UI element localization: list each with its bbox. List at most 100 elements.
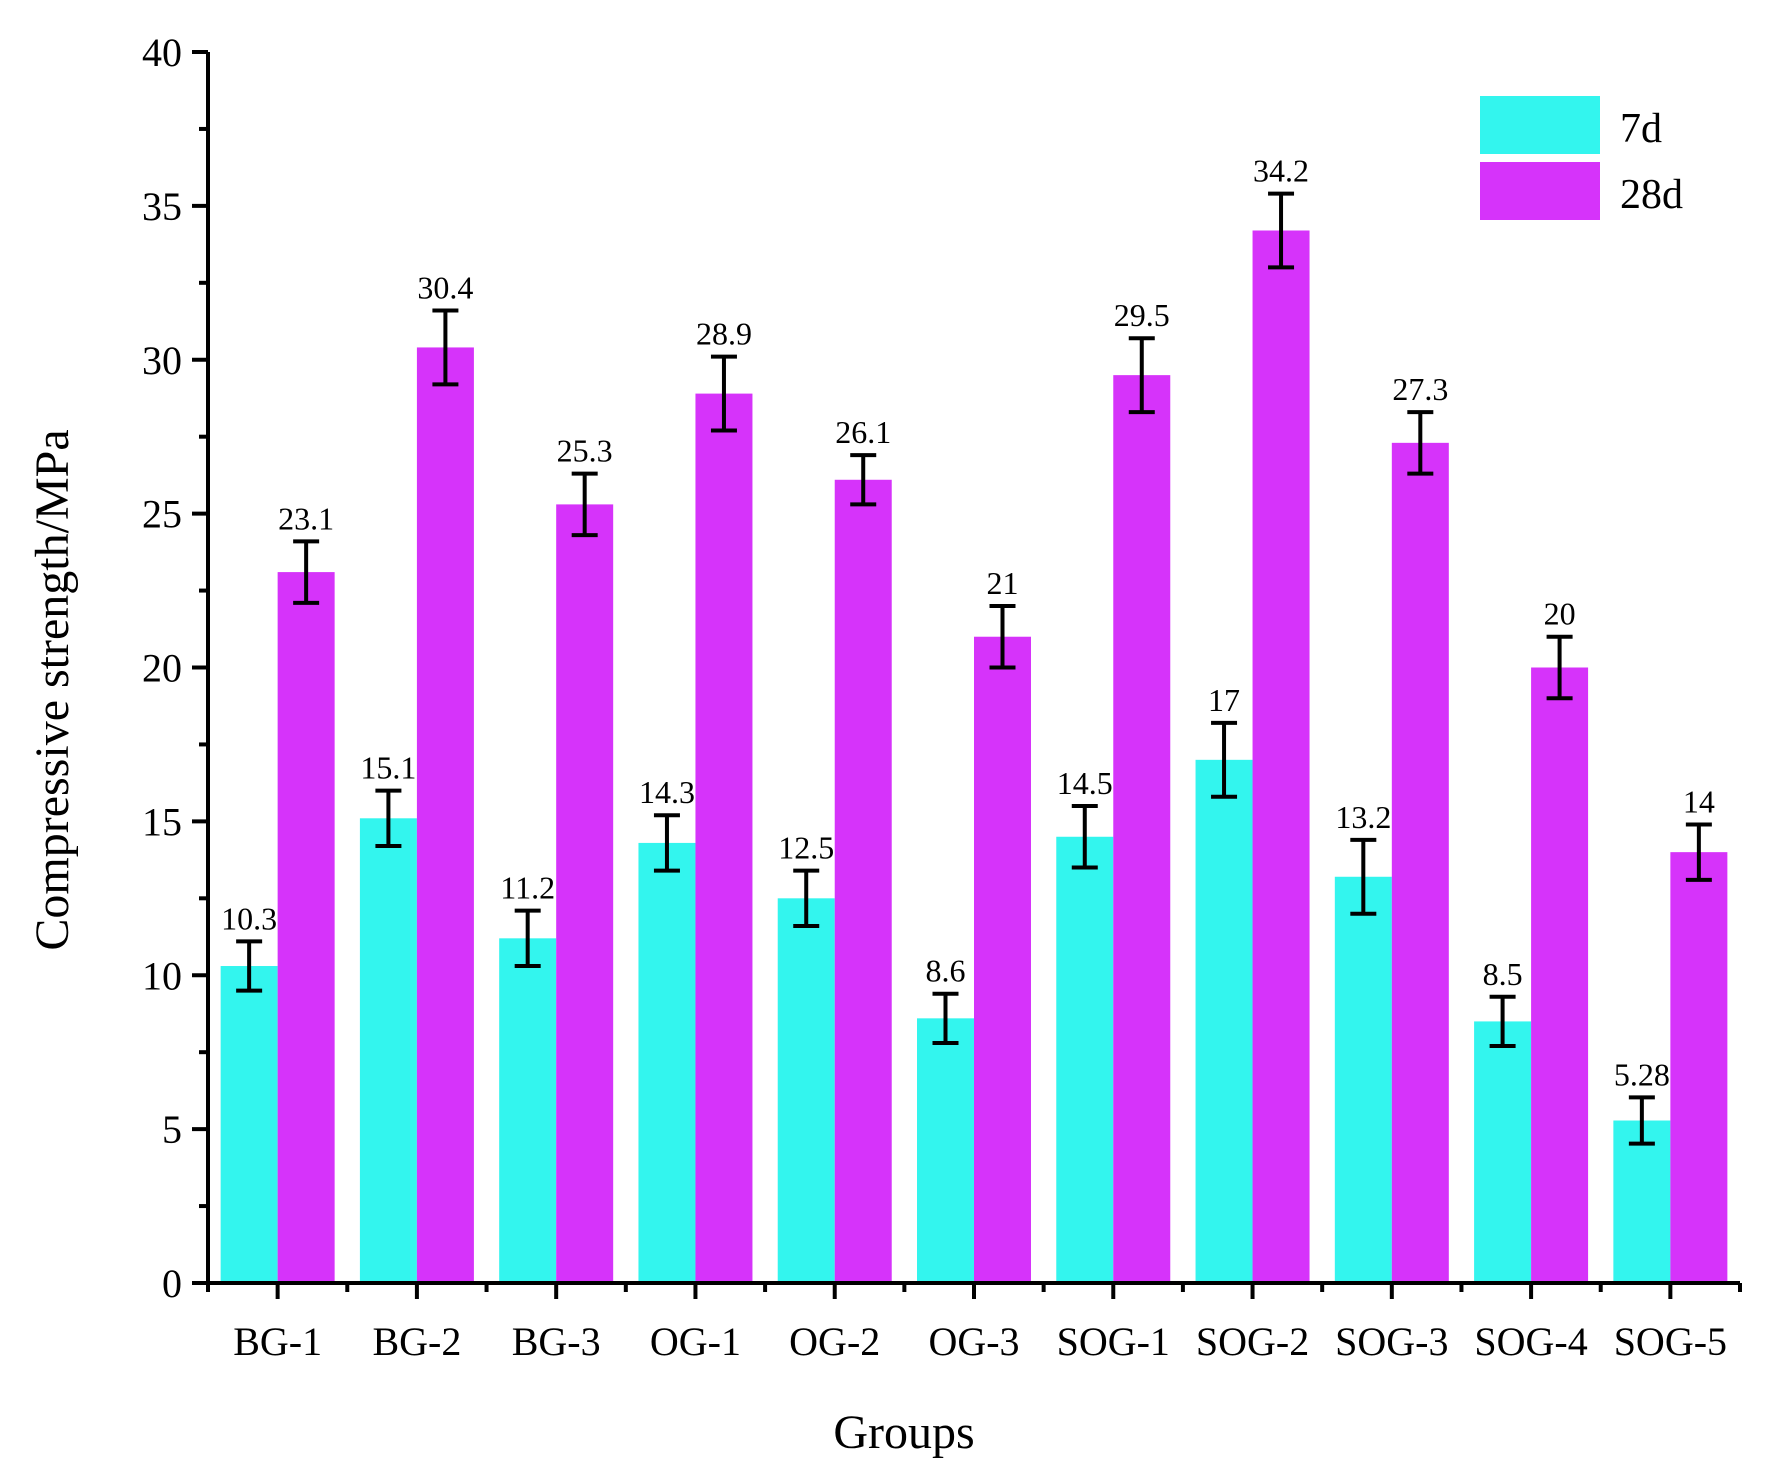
bar-sog-2-28d — [1252, 230, 1310, 1283]
error-bar-og-2-7d — [793, 868, 820, 929]
data-label-bg-2-7d: 15.1 — [360, 750, 416, 786]
x-tick-label-og-2: OG-2 — [789, 1319, 880, 1364]
error-bar-bg-3-28d — [571, 471, 598, 538]
x-tick-label-sog-2: SOG-2 — [1196, 1319, 1309, 1364]
error-bar-bg-1-7d — [236, 939, 263, 993]
data-label-og-1-7d: 14.3 — [639, 774, 695, 810]
error-bar-sog-3-7d — [1350, 837, 1377, 916]
bar-bg-2-28d — [416, 347, 474, 1283]
error-bar-sog-2-7d — [1211, 720, 1238, 799]
bar-bg-3-28d — [556, 504, 614, 1284]
bar-og-1-28d — [695, 393, 753, 1283]
data-label-sog-3-7d: 13.2 — [1335, 799, 1391, 835]
bar-sog-1-7d — [1056, 836, 1114, 1283]
data-label-bg-2-28d: 30.4 — [417, 270, 473, 306]
y-tick-label-30: 30 — [142, 338, 182, 383]
y-tick-label-10: 10 — [142, 953, 182, 998]
data-label-sog-1-28d: 29.5 — [1114, 297, 1170, 333]
bar-sog-4-28d — [1531, 667, 1589, 1283]
x-tick-label-bg-3: BG-3 — [512, 1319, 601, 1364]
bar-og-3-7d — [917, 1018, 974, 1283]
x-tick-label-sog-4: SOG-4 — [1474, 1319, 1587, 1364]
data-label-bg-1-28d: 23.1 — [278, 500, 334, 536]
bar-bg-1-28d — [277, 572, 335, 1283]
data-label-bg-3-28d: 25.3 — [557, 433, 613, 469]
bar-bg-2-7d — [359, 818, 417, 1283]
bar-og-3-28d — [974, 636, 1031, 1283]
x-tick-label-og-3: OG-3 — [928, 1319, 1019, 1364]
bar-og-2-28d — [834, 479, 892, 1284]
data-label-sog-4-7d: 8.5 — [1483, 956, 1523, 992]
error-bar-sog-1-7d — [1071, 803, 1098, 870]
bar-sog-3-7d — [1334, 876, 1392, 1283]
data-label-og-2-7d: 12.5 — [778, 830, 834, 866]
x-axis-title: Groups — [833, 1406, 974, 1459]
x-tick-label-sog-1: SOG-1 — [1057, 1319, 1170, 1364]
y-tick-label-20: 20 — [142, 646, 182, 691]
bar-sog-4-7d — [1474, 1021, 1532, 1283]
legend-label-7d: 7d — [1620, 106, 1662, 152]
y-tick-label-35: 35 — [142, 184, 182, 229]
x-tick-label-sog-3: SOG-3 — [1335, 1319, 1448, 1364]
bars-layer — [220, 230, 1728, 1284]
x-tick-label-bg-1: BG-1 — [233, 1319, 322, 1364]
data-label-sog-3-28d: 27.3 — [1392, 371, 1448, 407]
y-tick-label-5: 5 — [162, 1107, 182, 1152]
data-label-sog-5-28d: 14 — [1683, 783, 1715, 819]
x-tick-label-og-1: OG-1 — [650, 1319, 741, 1364]
data-label-bg-1-7d: 10.3 — [221, 900, 277, 936]
error-bar-sog-1-28d — [1128, 336, 1155, 415]
data-label-sog-4-28d: 20 — [1544, 596, 1576, 632]
error-bar-sog-4-28d — [1546, 634, 1573, 701]
legend-swatch-7d — [1480, 96, 1600, 154]
y-tick-label-15: 15 — [142, 799, 182, 844]
bar-bg-1-7d — [220, 966, 278, 1283]
bar-sog-2-7d — [1195, 759, 1253, 1283]
data-label-og-1-28d: 28.9 — [696, 316, 752, 352]
data-label-sog-2-7d: 17 — [1208, 682, 1240, 718]
error-bars-layer — [236, 191, 1712, 1146]
y-tick-label-25: 25 — [142, 492, 182, 537]
bar-sog-5-28d — [1670, 852, 1728, 1283]
error-bar-bg-3-7d — [514, 908, 541, 969]
legend-swatch-28d — [1480, 162, 1600, 220]
y-tick-label-40: 40 — [142, 30, 182, 75]
y-tick-label-0: 0 — [162, 1261, 182, 1306]
legend-item-7d: 7d — [1480, 96, 1662, 154]
error-bar-bg-2-7d — [375, 788, 402, 848]
error-bar-bg-2-28d — [432, 308, 459, 387]
error-bar-og-1-28d — [710, 354, 737, 433]
error-bar-sog-5-7d — [1628, 1095, 1655, 1146]
data-label-sog-5-7d: 5.28 — [1614, 1056, 1670, 1092]
error-bar-bg-1-28d — [293, 539, 320, 605]
x-tick-label-bg-2: BG-2 — [372, 1319, 461, 1364]
bar-bg-3-7d — [499, 938, 557, 1283]
error-bar-sog-5-28d — [1685, 822, 1712, 882]
error-bar-sog-3-28d — [1407, 410, 1434, 476]
data-label-og-2-28d: 26.1 — [835, 414, 891, 450]
error-bar-og-1-7d — [653, 813, 680, 873]
legend-item-28d: 28d — [1480, 162, 1683, 220]
error-bar-sog-4-7d — [1489, 994, 1516, 1049]
error-bar-og-3-7d — [932, 991, 959, 1045]
axes-layer: 0 5 10 15 20 25 30 35 40 BG-1 BG-2 BG-3 OG-1 OG-2 OG-3… — [142, 30, 1742, 1364]
y-axis-title: Compressive strength/MPa — [26, 429, 79, 950]
data-labels-layer: 10.3 15.1 11.2 14.3 12.5 8.6 14.5 17 13.2 8.5 5.28… — [221, 153, 1715, 1093]
bar-og-1-7d — [638, 842, 696, 1283]
bar-sog-1-28d — [1113, 375, 1171, 1283]
x-tick-label-sog-5: SOG-5 — [1614, 1319, 1727, 1364]
bar-og-2-7d — [777, 898, 835, 1283]
legend-label-28d: 28d — [1620, 172, 1683, 218]
data-label-og-3-28d: 21 — [987, 565, 1019, 601]
data-label-sog-2-28d: 34.2 — [1253, 153, 1309, 189]
bar-sog-5-7d — [1613, 1120, 1671, 1283]
error-bar-og-2-28d — [850, 453, 877, 507]
error-bar-og-3-28d — [989, 603, 1016, 670]
data-label-bg-3-7d: 11.2 — [500, 870, 555, 906]
data-label-sog-1-7d: 14.5 — [1057, 765, 1113, 801]
data-label-og-3-7d: 8.6 — [926, 953, 966, 989]
error-bar-sog-2-28d — [1268, 191, 1295, 270]
